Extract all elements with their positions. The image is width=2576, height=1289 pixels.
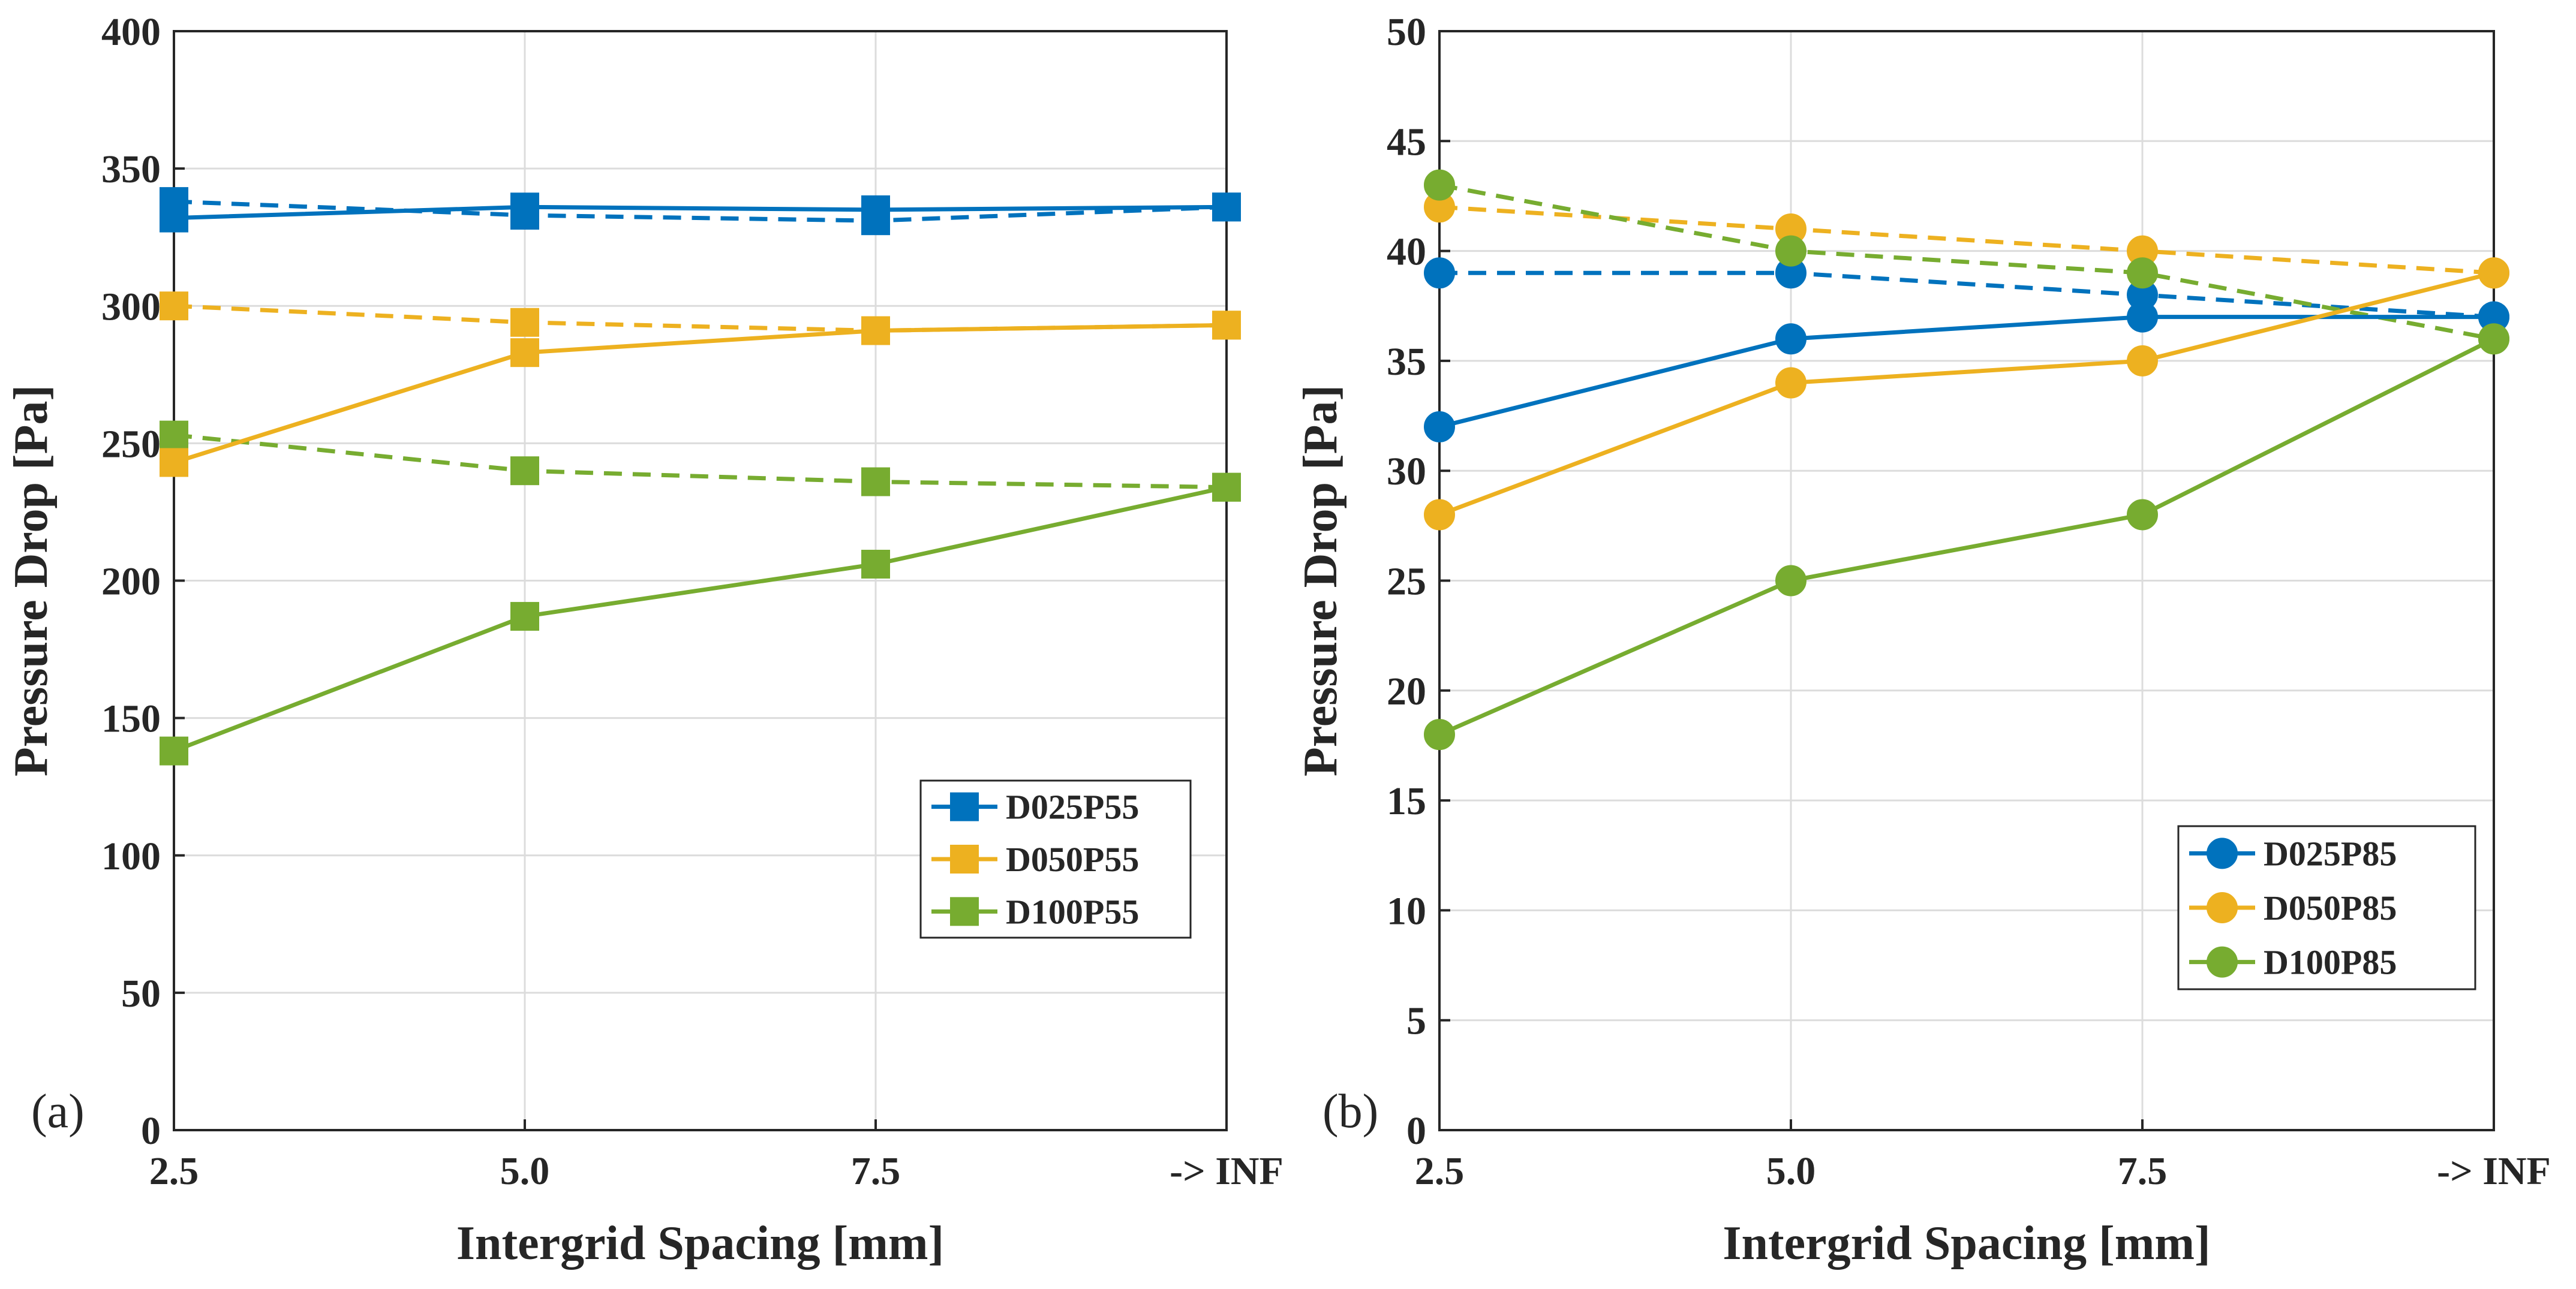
chart-0-series-point-D025P55-3 [1212, 192, 1241, 222]
chart-0-legend-label-D100P55: D100P55 [1006, 892, 1139, 931]
chart-1-series-point-D025P85-1 [1775, 323, 1806, 355]
chart-0-series-point-D050P55-3 [1212, 311, 1241, 340]
chart-1-series-line-D050P85 [1438, 270, 2494, 517]
chart-1-series-point-D050P85-1 [1775, 367, 1806, 399]
chart-0-xtick-label: 2.5 [149, 1149, 199, 1193]
chart-0-dashed-line-D025P55 [173, 199, 1227, 223]
chart-0-legend-marker-D025P55 [950, 792, 979, 821]
chart-0-ytick-label: 50 [121, 972, 161, 1016]
chart-1-ytick-label: 10 [1387, 889, 1426, 933]
chart-0-y-axis-label: Pressure Drop [Pa] [5, 385, 58, 776]
chart-1-ytick-label: 50 [1387, 10, 1426, 54]
chart-0-series-line-D050P55 [173, 323, 1227, 465]
chart-1-ytick-label: 35 [1387, 340, 1426, 384]
chart-1-xtick-label: 7.5 [2118, 1149, 2168, 1193]
chart-1-series-point-D050P85-0 [1424, 499, 1455, 531]
chart-0-legend-marker-D050P55 [950, 845, 979, 874]
chart-0-series-point-D050P55-2 [861, 316, 890, 345]
chart-0-ytick-label: 250 [101, 422, 161, 466]
chart-1-series-point-D100P85-2 [2127, 499, 2158, 531]
chart-1-dashed-point-D100P85-1 [1775, 235, 1806, 267]
chart-0-series-point-D100P55-2 [861, 550, 890, 579]
chart-1-dashed-point-D025P85-0 [1424, 257, 1455, 289]
chart-1-dashed-line-D025P85 [1439, 270, 2494, 320]
chart-0-dashed-point-D050P55-1 [510, 308, 539, 337]
chart-1-series-point-D025P85-0 [1424, 411, 1455, 442]
chart-1-ytick-label: 25 [1387, 560, 1426, 604]
chart-1-legend-marker-D050P85 [2207, 892, 2238, 923]
chart-0-legend-label-D050P55: D050P55 [1006, 840, 1139, 879]
chart-0-ytick-label: 100 [101, 835, 161, 878]
chart-0-ytick-label: 0 [141, 1109, 161, 1153]
chart-0-series-point-D050P55-0 [160, 448, 188, 477]
chart-1-panel-label: (b) [1322, 1085, 1378, 1138]
chart-1-dashed-point-D100P85-0 [1424, 169, 1455, 201]
chart-1-ytick-label: 0 [1406, 1109, 1426, 1153]
chart-1-series-line-D100P85 [1438, 337, 2495, 737]
chart-1-dashed-line-D100P85 [1439, 183, 2494, 341]
chart-0-series-point-D025P55-0 [160, 203, 188, 233]
chart-0-xtick-label: 5.0 [500, 1149, 550, 1193]
chart-0-series-point-D100P55-1 [510, 602, 539, 631]
chart-0-series-line-D025P55 [173, 204, 1227, 221]
chart-0-series-point-D025P55-2 [861, 195, 890, 224]
chart-1-legend-label-D050P85: D050P85 [2264, 889, 2397, 927]
chart-0-series-point-D025P55-1 [510, 192, 539, 222]
chart-1-ytick-label: 45 [1387, 120, 1426, 164]
chart-1-ytick-label: 5 [1406, 999, 1426, 1043]
chart-0-panel-label: (a) [31, 1085, 85, 1138]
chart-1-series-point-D100P85-1 [1775, 565, 1806, 597]
chart-0-legend-marker-D100P55 [950, 897, 979, 926]
chart-0-series-point-D100P55-3 [1212, 472, 1241, 502]
chart-0-dashed-point-D100P55-0 [160, 420, 188, 450]
chart-1-y-axis-label: Pressure Drop [Pa] [1294, 385, 1347, 776]
chart-0-dashed-point-D100P55-1 [510, 456, 539, 486]
chart-0-dashed-point-D100P55-2 [861, 467, 890, 496]
chart-1-ytick-label: 40 [1387, 230, 1426, 274]
chart-1-series-point-D100P85-0 [1424, 719, 1455, 751]
chart-0-x-axis-label: Intergrid Spacing [mm] [456, 1217, 944, 1270]
chart-1-series-point-D050P85-3 [2478, 257, 2509, 289]
chart-1-ytick-label: 15 [1387, 779, 1426, 823]
chart-0-dashed-line-D100P55 [173, 433, 1227, 490]
chart-0-series-point-D050P55-1 [510, 338, 539, 368]
chart-1-legend-marker-D025P85 [2207, 838, 2238, 869]
chart-1-legend-marker-D100P85 [2207, 946, 2238, 978]
chart-0-dashed-point-D050P55-0 [160, 291, 188, 321]
chart-1-xtick-label: -> INF [2437, 1149, 2551, 1193]
chart-1-legend-label-D025P85: D025P85 [2264, 834, 2397, 873]
chart-0-xtick-label: 7.5 [851, 1149, 901, 1193]
chart-1-series-point-D050P85-2 [2127, 345, 2158, 377]
chart-0-xtick-label: -> INF [1170, 1149, 1284, 1193]
chart-1-x-axis-label: Intergrid Spacing [mm] [1723, 1217, 2210, 1270]
chart-0-legend-label-D025P55: D025P55 [1006, 788, 1139, 827]
chart-0-ytick-label: 200 [101, 560, 161, 604]
chart-0-ytick-label: 150 [101, 697, 161, 741]
chart-1-xtick-label: 2.5 [1415, 1149, 1465, 1193]
chart-1-series-point-D100P85-3 [2478, 323, 2509, 355]
chart-0-ytick-label: 350 [101, 147, 161, 191]
chart-1-ytick-label: 20 [1387, 670, 1426, 713]
chart-0-ytick-label: 400 [101, 10, 161, 54]
chart-1-legend-label-D100P85: D100P85 [2264, 943, 2397, 982]
chart-1-xtick-label: 5.0 [1766, 1149, 1816, 1193]
chart-1-dashed-point-D100P85-2 [2127, 257, 2158, 289]
chart-0-series-point-D100P55-0 [160, 736, 188, 766]
chart-1-ytick-label: 30 [1387, 450, 1426, 493]
chart-0-series-line-D100P55 [173, 485, 1227, 753]
chart-1-series-point-D025P85-2 [2127, 301, 2158, 333]
chart-0-ytick-label: 300 [101, 285, 161, 329]
